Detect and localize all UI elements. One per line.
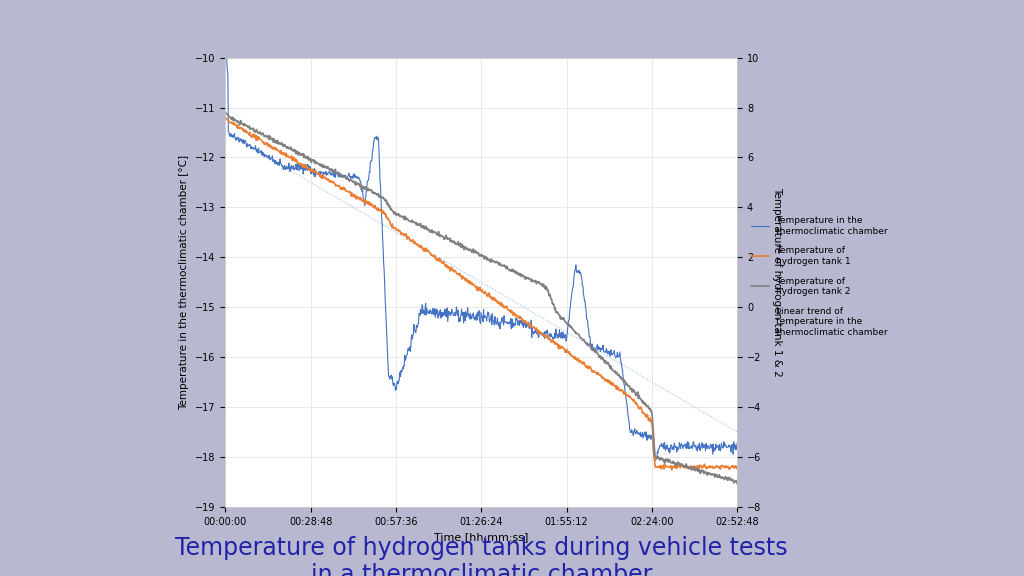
Temperature of
hydrogen tank 2 (618, 377, 631, 384)
Temperature of
hydrogen tank 2 (570, 330, 583, 337)
Temperature in the
thermoclimatic chamber (618, 383, 631, 390)
Temperature in the
thermoclimatic chamber (271, 161, 284, 168)
Temperature of
hydrogen tank 1 (692, 467, 705, 473)
Line: Temperature of
hydrogen tank 2: Temperature of hydrogen tank 2 (225, 112, 737, 484)
Temperature of
hydrogen tank 2 (271, 137, 284, 143)
Temperature in the
thermoclimatic chamber (731, 439, 743, 446)
Linear trend of
temperature in the
thermoclimatic chamber (444, 261, 457, 268)
Temperature in the
thermoclimatic chamber (219, 28, 231, 35)
Line: Linear trend of
temperature in the
thermoclimatic chamber: Linear trend of temperature in the therm… (225, 132, 737, 432)
Temperature in the
thermoclimatic chamber (648, 457, 660, 464)
Temperature of
hydrogen tank 1 (731, 463, 743, 469)
Linear trend of
temperature in the
thermoclimatic chamber (628, 368, 640, 375)
Temperature of
hydrogen tank 2 (426, 229, 438, 236)
Line: Temperature of
hydrogen tank 1: Temperature of hydrogen tank 1 (225, 118, 737, 470)
Temperature of
hydrogen tank 1 (628, 396, 640, 403)
Line: Temperature in the
thermoclimatic chamber: Temperature in the thermoclimatic chambe… (225, 32, 737, 461)
Temperature of
hydrogen tank 1 (271, 147, 284, 154)
Temperature in the
thermoclimatic chamber (570, 269, 583, 276)
Temperature of
hydrogen tank 1 (219, 114, 231, 121)
Temperature of
hydrogen tank 2 (731, 478, 743, 485)
Linear trend of
temperature in the
thermoclimatic chamber (426, 250, 438, 257)
Linear trend of
temperature in the
thermoclimatic chamber (219, 129, 231, 136)
Temperature in the
thermoclimatic chamber (628, 428, 640, 435)
Y-axis label: Temperature in the thermoclimatic chamber [°C]: Temperature in the thermoclimatic chambe… (179, 155, 189, 410)
Temperature in the
thermoclimatic chamber (426, 309, 438, 316)
Text: Temperature of hydrogen tanks during vehicle tests
in a thermoclimatic chamber: Temperature of hydrogen tanks during veh… (175, 536, 787, 576)
Temperature of
hydrogen tank 2 (444, 237, 457, 244)
Linear trend of
temperature in the
thermoclimatic chamber (570, 335, 583, 342)
Temperature of
hydrogen tank 1 (426, 252, 438, 259)
Temperature of
hydrogen tank 2 (219, 109, 231, 116)
Legend: Temperature in the
thermoclimatic chamber, Temperature of
hydrogen tank 1, Tempe: Temperature in the thermoclimatic chambe… (746, 213, 891, 340)
Y-axis label: Temperature of hydrogen tank 1 & 2: Temperature of hydrogen tank 1 & 2 (772, 187, 782, 377)
Temperature of
hydrogen tank 2 (628, 386, 640, 393)
X-axis label: Time [hh:mm:ss]: Time [hh:mm:ss] (434, 532, 528, 542)
Temperature in the
thermoclimatic chamber (444, 310, 457, 317)
Temperature of
hydrogen tank 2 (730, 480, 742, 487)
Temperature of
hydrogen tank 1 (570, 356, 583, 363)
Linear trend of
temperature in the
thermoclimatic chamber (731, 429, 743, 435)
Linear trend of
temperature in the
thermoclimatic chamber (271, 160, 284, 166)
Temperature of
hydrogen tank 1 (618, 391, 631, 397)
Linear trend of
temperature in the
thermoclimatic chamber (618, 362, 631, 369)
Temperature of
hydrogen tank 1 (444, 265, 457, 272)
